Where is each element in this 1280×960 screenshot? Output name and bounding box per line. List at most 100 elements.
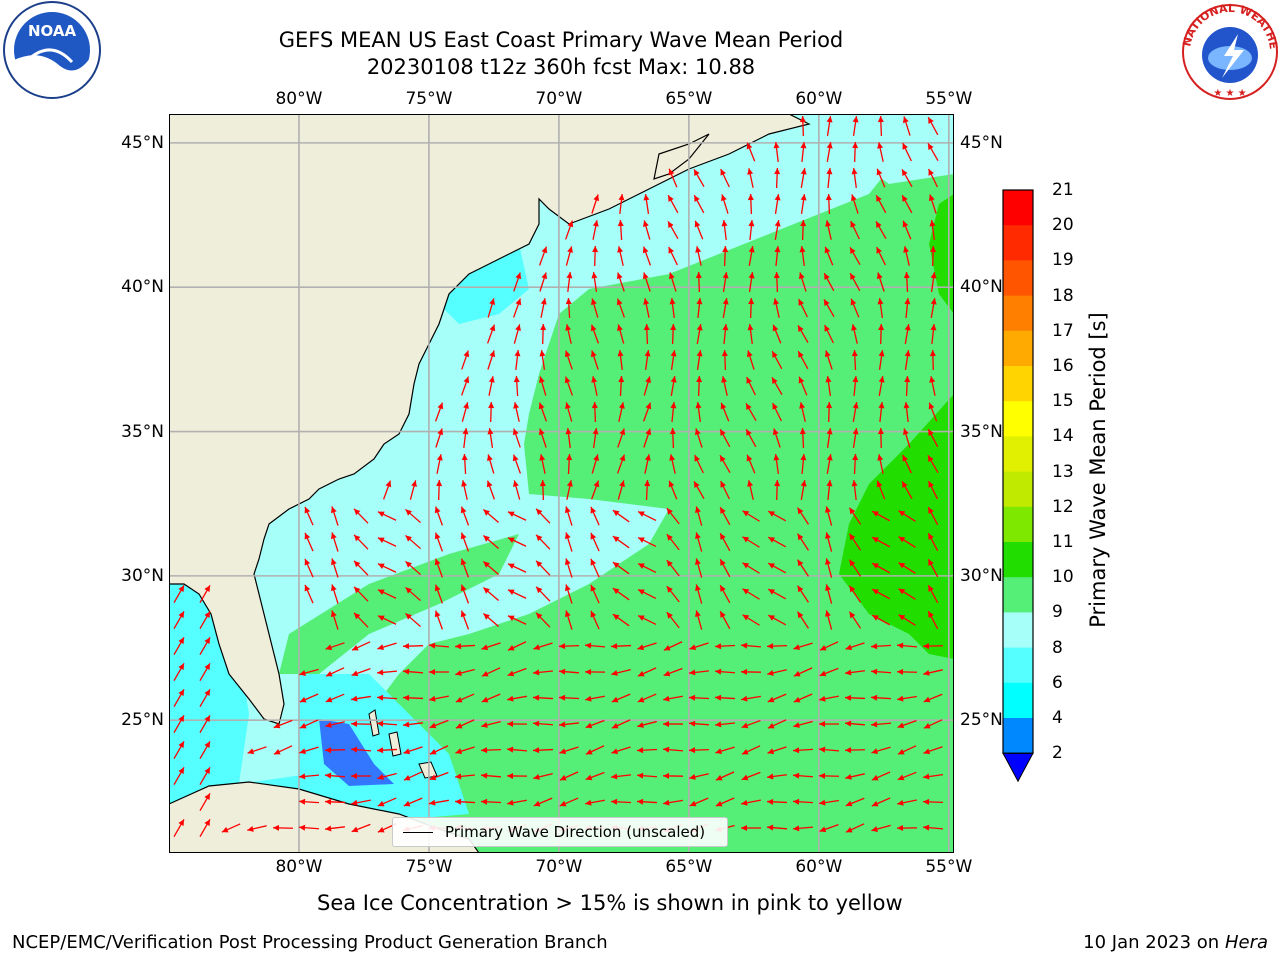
wave-direction-arrow bbox=[585, 799, 605, 806]
wave-direction-arrow bbox=[636, 798, 658, 805]
wave-direction-arrow bbox=[722, 323, 729, 345]
ocean-period-8-9-ne bbox=[779, 114, 954, 184]
wave-direction-arrow bbox=[428, 668, 450, 675]
wave-direction-arrow bbox=[722, 272, 729, 292]
wave-direction-arrow bbox=[852, 453, 859, 475]
wave-direction-arrow bbox=[434, 532, 444, 552]
wave-direction-arrow bbox=[896, 825, 918, 832]
wave-direction-arrow bbox=[434, 584, 444, 604]
wave-direction-arrow bbox=[767, 588, 787, 600]
wave-direction-arrow bbox=[668, 246, 678, 266]
wave-direction-arrow bbox=[299, 668, 319, 676]
wave-direction-arrow bbox=[746, 142, 756, 162]
wave-direction-arrow bbox=[927, 610, 939, 630]
wave-direction-arrow bbox=[330, 610, 339, 630]
wave-direction-arrow bbox=[792, 798, 814, 805]
wave-direction-arrow bbox=[747, 323, 754, 345]
wave-direction-arrow bbox=[818, 772, 840, 779]
wave-direction-arrow bbox=[825, 506, 833, 526]
wave-direction-arrow bbox=[637, 693, 657, 703]
wave-direction-arrow bbox=[850, 194, 859, 214]
wave-direction-arrow bbox=[870, 721, 892, 728]
wave-direction-arrow bbox=[350, 772, 372, 779]
wave-direction-arrow bbox=[617, 324, 625, 344]
wave-direction-arrow bbox=[669, 427, 676, 449]
wave-direction-arrow bbox=[771, 377, 783, 395]
wave-direction-arrow bbox=[199, 585, 211, 603]
wave-direction-arrow bbox=[824, 324, 834, 344]
wave-direction-arrow bbox=[405, 586, 421, 602]
wave-direction-arrow bbox=[792, 747, 814, 754]
wave-direction-arrow bbox=[877, 142, 884, 162]
wave-direction-arrow bbox=[845, 642, 865, 651]
wave-direction-arrow bbox=[325, 721, 345, 728]
colorbar bbox=[1002, 189, 1034, 783]
wave-direction-arrow bbox=[876, 168, 886, 188]
wave-direction-arrow bbox=[767, 614, 787, 626]
wave-direction-arrow bbox=[719, 532, 731, 552]
wave-direction-arrow bbox=[799, 245, 806, 267]
wave-direction-arrow bbox=[928, 194, 937, 214]
wave-direction-arrow bbox=[330, 506, 339, 526]
wave-direction-arrow bbox=[848, 533, 862, 551]
wave-direction-arrow bbox=[590, 350, 599, 370]
wave-direction-arrow bbox=[325, 667, 345, 677]
wave-direction-arrow bbox=[592, 220, 599, 240]
wave-direction-arrow bbox=[849, 246, 861, 266]
wave-direction-arrow bbox=[826, 142, 833, 162]
noaa-logo: NOAA bbox=[3, 1, 101, 99]
wave-direction-arrow bbox=[898, 510, 916, 522]
wave-direction-arrow bbox=[740, 825, 762, 832]
wave-direction-arrow bbox=[324, 798, 346, 805]
wave-direction-arrow bbox=[746, 350, 755, 370]
wave-direction-arrow bbox=[871, 746, 891, 755]
wave-direction-arrow bbox=[825, 532, 833, 552]
wave-direction-arrow bbox=[897, 720, 917, 729]
wave-direction-arrow bbox=[377, 589, 397, 599]
wave-direction-arrow bbox=[870, 643, 892, 650]
wave-direction-arrow bbox=[669, 454, 676, 474]
land-bahamas-3 bbox=[418, 761, 438, 779]
colorbar-tick-label: 21 bbox=[1052, 180, 1074, 200]
wave-direction-arrow bbox=[670, 350, 677, 370]
wave-direction-arrow bbox=[799, 115, 806, 137]
wave-direction-arrow bbox=[403, 771, 423, 781]
wave-direction-arrow bbox=[532, 720, 554, 727]
colorbar-tick-label: 16 bbox=[1052, 356, 1074, 376]
lon-tick-bottom: 80°W bbox=[275, 857, 323, 877]
wave-direction-arrow bbox=[929, 220, 936, 240]
wave-direction-arrow bbox=[871, 510, 891, 522]
wave-direction-arrow bbox=[871, 588, 891, 600]
colorbar-block bbox=[1003, 647, 1033, 684]
wave-direction-arrow bbox=[612, 587, 630, 601]
wave-direction-arrow bbox=[403, 746, 423, 755]
wave-direction-arrow bbox=[353, 508, 369, 524]
wave-direction-arrow bbox=[565, 402, 573, 422]
wave-direction-arrow bbox=[747, 480, 754, 500]
wave-direction-arrow bbox=[590, 324, 600, 344]
wave-direction-arrow bbox=[405, 560, 421, 576]
wave-direction-arrow bbox=[590, 532, 600, 552]
wave-direction-arrow bbox=[747, 193, 754, 215]
wave-direction-arrow bbox=[382, 480, 392, 500]
wave-direction-arrow bbox=[741, 745, 761, 755]
lon-tick-top: 80°W bbox=[275, 89, 323, 109]
wave-direction-arrow bbox=[636, 772, 658, 779]
wave-direction-arrow bbox=[591, 194, 600, 214]
wave-direction-arrow bbox=[844, 720, 866, 727]
wave-direction-arrow bbox=[429, 799, 449, 806]
lon-tick-bottom: 55°W bbox=[925, 857, 973, 877]
colorbar-tick-label: 17 bbox=[1052, 320, 1074, 341]
wave-direction-arrow bbox=[643, 298, 650, 318]
wave-direction-arrow bbox=[902, 220, 912, 240]
wave-direction-arrow bbox=[693, 194, 705, 214]
wave-direction-arrow bbox=[715, 797, 735, 807]
wave-direction-arrow bbox=[488, 376, 495, 396]
wave-direction-arrow bbox=[927, 455, 939, 473]
colorbar-block bbox=[1003, 190, 1033, 226]
wave-direction-arrow bbox=[507, 695, 527, 702]
wave-direction-arrow bbox=[742, 562, 760, 574]
wave-direction-arrow bbox=[480, 798, 502, 805]
wave-direction-arrow bbox=[482, 535, 500, 549]
wave-direction-arrow bbox=[564, 558, 573, 578]
